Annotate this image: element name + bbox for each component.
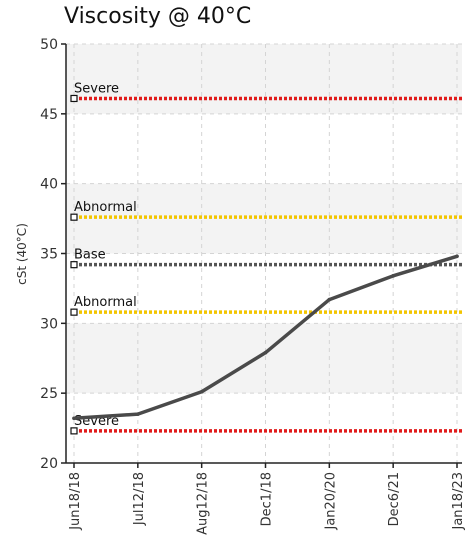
y-tick-label: 50: [40, 37, 58, 53]
x-tick-label: Jan20/20: [323, 472, 338, 531]
x-tick-label: Jan18/23: [451, 472, 466, 531]
data-point: [455, 254, 459, 259]
data-point: [72, 416, 76, 421]
chart-title: Viscosity @ 40°C: [64, 4, 252, 29]
background-band: [66, 323, 462, 394]
data-series: [72, 254, 459, 421]
x-tick-label: Aug12/18: [196, 472, 211, 535]
x-tick-label: Dec1/18: [260, 472, 275, 526]
y-tick-label: 20: [40, 456, 58, 472]
x-tick-labels: Jun18/18 Jul12/18 Aug12/18 Dec1/18 Jan20/20 D…: [68, 472, 466, 535]
data-point: [327, 297, 332, 302]
reference-marker: [70, 213, 78, 221]
reference-marker: [70, 94, 78, 103]
reference-marker: [70, 427, 78, 435]
y-tick-labels: 20 25 30 35 40 45 50: [40, 37, 58, 472]
reference-label: Abnormal: [74, 200, 137, 215]
reference-label: Severe: [74, 81, 119, 96]
background-band: [66, 44, 462, 114]
reference-marker: [70, 308, 78, 316]
reference-marker: [70, 261, 78, 269]
data-point: [263, 350, 268, 355]
reference-label: Abnormal: [74, 295, 137, 310]
x-tick-label: Jun18/18: [68, 472, 83, 531]
y-tick-label: 30: [40, 316, 58, 332]
data-point: [391, 274, 395, 278]
reference-label: Base: [74, 248, 106, 263]
grid-lines: [66, 43, 462, 463]
axes: [61, 43, 462, 468]
data-point: [136, 412, 140, 416]
x-tick-label: Dec6/21: [387, 472, 402, 526]
x-tick-label: Jul12/18: [132, 472, 147, 526]
y-tick-label: 40: [40, 177, 58, 193]
y-axis-title: cSt (40°C): [15, 223, 29, 285]
y-tick-label: 35: [40, 247, 58, 263]
data-point: [199, 389, 204, 394]
y-tick-label: 25: [40, 386, 58, 402]
y-tick-label: 45: [40, 107, 58, 123]
